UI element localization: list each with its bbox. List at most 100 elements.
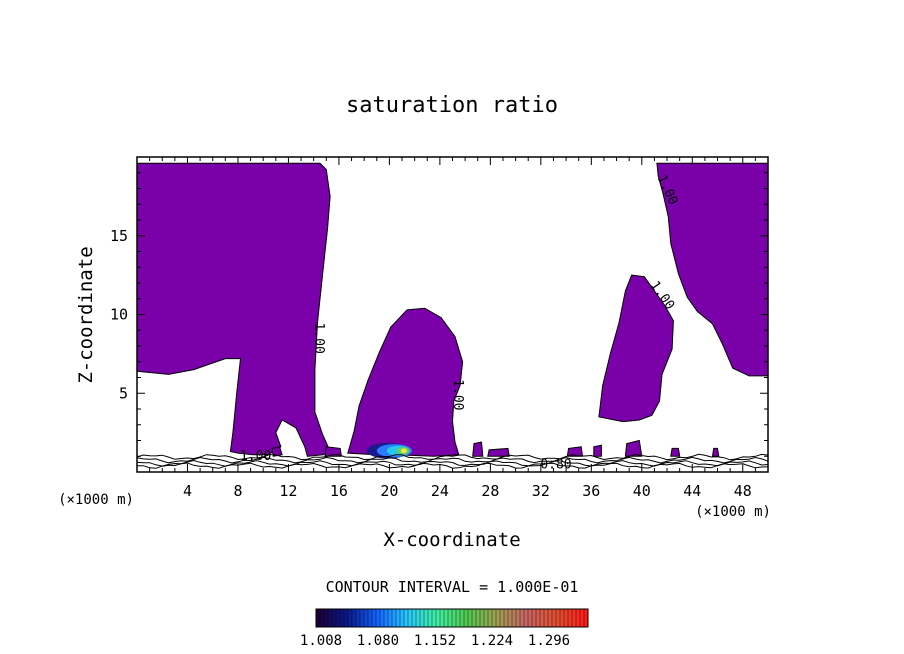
blob-5 (566, 446, 584, 457)
blob-8 (670, 447, 681, 457)
colorbar-swatch (372, 609, 377, 627)
colorbar-swatch (548, 609, 553, 627)
y-tick-label: 5 (119, 384, 128, 402)
colorbar-swatch (376, 609, 381, 627)
hot-spot-yellow (400, 448, 408, 454)
colorbar-swatch (468, 609, 473, 627)
axis-ticks (137, 157, 768, 472)
x-tick-label: 36 (582, 482, 600, 500)
blob-9 (711, 447, 720, 457)
colorbar-swatch (520, 609, 525, 627)
contour-interval-text: CONTOUR INTERVAL = 1.000E-01 (326, 578, 579, 596)
contour-label: 0.80 (540, 457, 571, 472)
colorbar-swatch (504, 609, 509, 627)
colorbar-swatch (320, 609, 325, 627)
colorbar-swatch (348, 609, 353, 627)
colorbar-swatch (568, 609, 573, 627)
colorbar-swatch (352, 609, 357, 627)
colorbar-swatch (560, 609, 565, 627)
colorbar-swatch (576, 609, 581, 627)
colorbar-swatch (428, 609, 433, 627)
y-tick-label: 15 (110, 227, 128, 245)
x-tick-label: 44 (683, 482, 701, 500)
colorbar-swatch (388, 609, 393, 627)
colorbar-swatch (516, 609, 521, 627)
x-tick-label: 48 (734, 482, 752, 500)
contour-label: 1.00 (311, 322, 326, 353)
x-tick-label: 8 (233, 482, 242, 500)
colorbar-tick-labels: 1.008 1.080 1.152 1.224 1.296 (300, 633, 570, 649)
colorbar-swatch (404, 609, 409, 627)
colorbar-swatch (584, 609, 589, 627)
colorbar-swatch (332, 609, 337, 627)
colorbar-swatch (524, 609, 529, 627)
colorbar-swatch (508, 609, 513, 627)
colorbar-swatch (488, 609, 493, 627)
colorbar-swatch (432, 609, 437, 627)
blob-1 (271, 446, 283, 457)
colorbar-swatch (544, 609, 549, 627)
x-tick-label: 20 (380, 482, 398, 500)
colorbar-swatch (400, 609, 405, 627)
colorbar-swatch (316, 609, 321, 627)
x-tick-label: 32 (532, 482, 550, 500)
colorbar-swatch (540, 609, 545, 627)
x-tick-label: 28 (481, 482, 499, 500)
colorbar-label: 1.008 (300, 633, 342, 649)
blob-6 (593, 444, 602, 457)
x-tick-label: 12 (279, 482, 297, 500)
colorbar-label: 1.080 (357, 633, 399, 649)
colorbar-swatch (444, 609, 449, 627)
colorbar-label: 1.224 (471, 633, 513, 649)
z-unit-label: (×1000 m) (58, 492, 134, 508)
colorbar-swatch (464, 609, 469, 627)
blob-2 (324, 446, 342, 457)
colorbar-label: 1.296 (528, 633, 570, 649)
colorbar-label: 1.152 (414, 633, 456, 649)
colorbar-swatch (496, 609, 501, 627)
colorbar-swatch (436, 609, 441, 627)
colorbar-swatch (480, 609, 485, 627)
contour-line (137, 462, 768, 469)
colorbar-swatch (556, 609, 561, 627)
colorbar-swatch (340, 609, 345, 627)
contour-line (137, 456, 768, 464)
colorbar-swatch (420, 609, 425, 627)
colorbar-swatch (440, 609, 445, 627)
colorbar-swatch (416, 609, 421, 627)
chart-title: saturation ratio (346, 93, 558, 118)
colorbar-swatch (484, 609, 489, 627)
colorbar-swatch (452, 609, 457, 627)
x-tick-label: 24 (431, 482, 449, 500)
colorbar-swatch (360, 609, 365, 627)
colorbar-swatch (424, 609, 429, 627)
y-tick-labels: 5 10 15 (110, 227, 128, 403)
x-unit-label: (×1000 m) (695, 504, 771, 520)
colorbar-swatch (344, 609, 349, 627)
x-tick-label: 16 (330, 482, 348, 500)
colorbar-swatch (392, 609, 397, 627)
contour-label: 1.00 (240, 449, 271, 464)
region-left (137, 162, 331, 457)
colorbar-swatch (336, 609, 341, 627)
y-tick-label: 10 (110, 306, 128, 324)
blob-3 (472, 441, 484, 457)
y-axis-label: Z-coordinate (75, 246, 97, 383)
contour-line (137, 459, 768, 467)
colorbar-swatch (552, 609, 557, 627)
colorbar-swatch (460, 609, 465, 627)
colorbar-swatch (472, 609, 477, 627)
colorbar-swatch (412, 609, 417, 627)
x-tick-labels: 4 8 12 16 20 24 28 32 36 40 44 48 (183, 482, 752, 500)
region-right-top (656, 162, 768, 377)
colorbar-swatch (536, 609, 541, 627)
x-tick-label: 4 (183, 482, 192, 500)
colorbar-swatch (384, 609, 389, 627)
colorbar-swatch (448, 609, 453, 627)
region-center (347, 307, 464, 457)
colorbar-swatch (328, 609, 333, 627)
colorbar-swatch (324, 609, 329, 627)
contour-label: 1.00 (450, 379, 465, 410)
colorbar (315, 608, 589, 628)
